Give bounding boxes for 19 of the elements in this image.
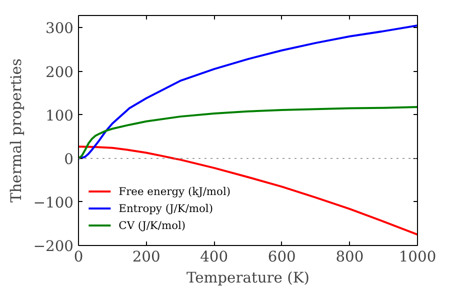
y-tick-label: −100 [33,194,74,212]
x-tick-label: 600 [268,248,296,266]
y-axis-title: Thermal properties [8,58,26,202]
line-series [78,146,418,236]
legend-label: Entropy (J/K/mol) [118,202,213,215]
y-tick-label: 100 [46,107,74,124]
line-series [78,24,418,160]
legend-label: CV (J/K/mol) [118,219,186,232]
x-tick-label: 800 [336,248,364,266]
y-tick-label: 300 [46,20,74,38]
y-tick-label: −200 [33,238,74,255]
y-tick-label: 200 [46,64,74,81]
x-tick-label: 1000 [398,248,436,266]
x-tick-label: 200 [132,248,160,266]
x-axis-title: Temperature (K) [186,270,310,286]
x-tick-label: 400 [200,248,228,266]
legend-label: Free energy (kJ/mol) [118,185,231,198]
line-series [78,106,418,160]
y-tick-label: 0 [64,150,74,168]
